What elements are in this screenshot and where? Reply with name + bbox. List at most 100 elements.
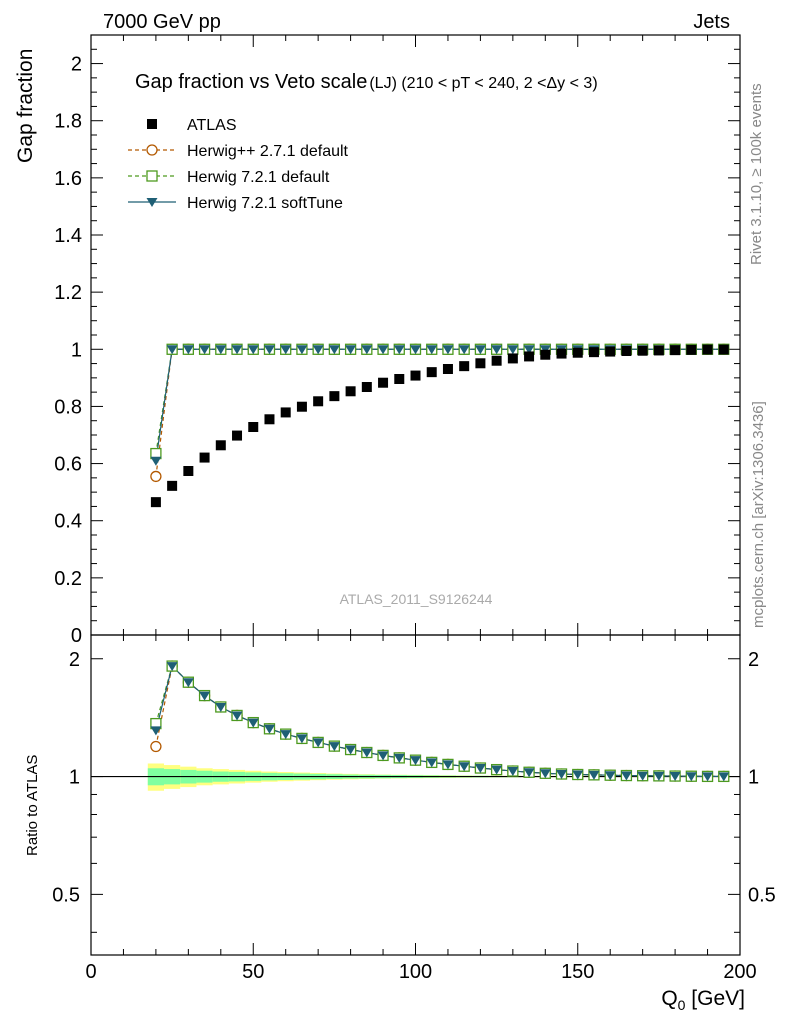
legend-label-herwig7-default: Herwig 7.2.1 default	[187, 169, 330, 186]
main-plot-area: 0 0.2 0.4 0.6 0.8 1 1.2 1.4 1.6 1.8 2	[54, 34, 741, 647]
series-point-3	[280, 345, 292, 355]
ratio-point-3	[166, 662, 178, 672]
y-tick-label: 0.8	[54, 396, 82, 418]
x-axis-label-main: Q	[661, 987, 677, 1010]
data-point	[199, 452, 210, 463]
ratio-point-3	[620, 771, 632, 781]
ratio-point-3	[393, 753, 405, 763]
ratio-point-3	[637, 771, 649, 781]
ratio-series-line-2	[155, 664, 724, 777]
data-point	[507, 353, 518, 364]
ratio-point-1	[150, 740, 162, 753]
ratio-point-3	[361, 748, 373, 758]
legend: ATLAS Herwig++ 2.7.1 default Herwig 7.2.…	[128, 117, 349, 212]
data-point	[475, 358, 486, 369]
ratio-y-tick-label-right: 2	[748, 649, 759, 671]
ratio-point-3	[474, 764, 486, 774]
series-point-3	[150, 456, 162, 466]
data-point	[459, 361, 470, 372]
series-line-1	[155, 348, 724, 477]
y-axis-label: Gap fraction	[14, 49, 37, 163]
series-point-1	[150, 470, 162, 483]
data-point	[686, 344, 697, 355]
chart-subtitle: (LJ) (210 < pT < 240, 2 <Δy < 3)	[369, 75, 597, 92]
x-tick-label: 0	[85, 961, 96, 983]
data-point	[280, 407, 291, 418]
series-point-3	[361, 345, 373, 355]
ratio-point-3	[247, 718, 259, 728]
y-tick-label: 1.2	[54, 282, 82, 304]
legend-label-herwig7-softtune: Herwig 7.2.1 softTune	[187, 195, 343, 212]
legend-marker-0	[147, 119, 157, 129]
legend-label-herwigpp: Herwig++ 2.7.1 default	[187, 143, 349, 160]
y-tick-label: 1.8	[54, 111, 82, 133]
analysis-watermark: ATLAS_2011_S9126244	[340, 591, 493, 607]
series-point-3	[523, 345, 535, 355]
legend-label-atlas: ATLAS	[187, 117, 237, 134]
ratio-y-tick-label: 1	[69, 767, 80, 789]
ratio-point-3	[588, 770, 600, 780]
data-point	[637, 345, 648, 356]
ratio-series-line-1	[155, 664, 724, 777]
data-point	[524, 351, 535, 362]
ratio-point-3	[523, 768, 535, 778]
ratio-point-3	[572, 770, 584, 780]
series-point-3	[507, 345, 519, 355]
ratio-point-3	[426, 758, 438, 768]
ratio-plot-area: 0 50 100 150 200 0.5 0.5 1 1 2 2	[52, 634, 776, 983]
series-point-3	[296, 345, 308, 355]
data-point	[442, 364, 453, 374]
ratio-point-3	[199, 691, 211, 701]
data-point	[426, 367, 437, 378]
rivet-label: Rivet 3.1.10, ≥ 100k events	[748, 83, 765, 265]
x-tick-label: 200	[723, 961, 756, 983]
chart-title-main: Gap fraction vs Veto scale	[135, 71, 367, 93]
data-point	[621, 346, 632, 356]
data-point	[345, 386, 356, 397]
y-tick-label: 0	[71, 625, 82, 647]
x-tick-label: 50	[242, 961, 264, 983]
series-point-3	[345, 345, 357, 355]
ratio-point-3	[150, 726, 162, 736]
y-tick-label: 2	[71, 54, 82, 76]
ratio-point-3	[653, 771, 665, 781]
ratio-point-3	[458, 762, 470, 772]
x-axis-label: Q0 [GeV]	[661, 987, 745, 1013]
data-point	[329, 391, 340, 402]
data-point	[718, 344, 729, 355]
ratio-point-3	[182, 678, 194, 688]
data-point	[296, 401, 307, 412]
ratio-y-axis-label: Ratio to ATLAS	[24, 755, 41, 856]
series-point-3	[474, 345, 486, 355]
data-point	[361, 382, 372, 392]
series-point-3	[377, 345, 389, 355]
series-point-3	[231, 345, 243, 355]
ratio-point-3	[345, 745, 357, 755]
y-tick-label: 1.4	[54, 225, 82, 247]
ratio-point-3	[296, 734, 308, 744]
ratio-point-3	[604, 771, 616, 781]
series-point-3	[199, 345, 211, 355]
data-point	[540, 349, 551, 360]
series-point-3	[458, 345, 470, 355]
y-tick-label: 1	[71, 339, 82, 361]
legend-marker-3	[146, 198, 158, 207]
ratio-point-3	[669, 772, 681, 782]
data-point	[232, 430, 243, 441]
ratio-point-3	[410, 756, 421, 766]
data-point	[653, 345, 664, 356]
data-point	[264, 414, 275, 425]
y-tick-label: 0.6	[54, 454, 82, 476]
data-point	[394, 374, 405, 384]
ratio-point-3	[685, 772, 697, 782]
data-point	[183, 466, 194, 476]
series-point-3	[247, 345, 259, 355]
series-point-3	[215, 345, 227, 355]
ratio-point-3	[556, 769, 568, 779]
data-point	[702, 344, 713, 355]
ratio-point-3	[539, 769, 551, 779]
ratio-point-3	[702, 772, 714, 782]
x-tick-label: 100	[399, 961, 432, 983]
data-point	[313, 396, 324, 407]
